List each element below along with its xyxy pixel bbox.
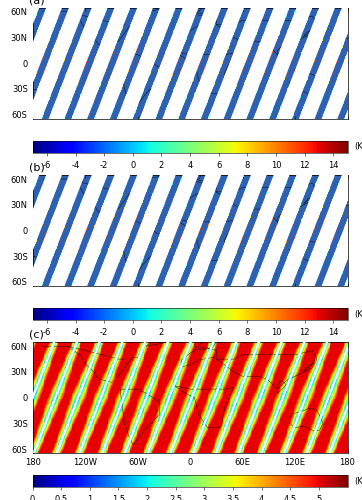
Text: (c): (c) bbox=[29, 330, 44, 340]
Text: (K): (K) bbox=[354, 310, 362, 318]
Text: (b): (b) bbox=[29, 162, 45, 172]
Text: (a): (a) bbox=[29, 0, 45, 6]
Text: (K): (K) bbox=[354, 142, 362, 152]
Text: (K): (K) bbox=[354, 477, 362, 486]
